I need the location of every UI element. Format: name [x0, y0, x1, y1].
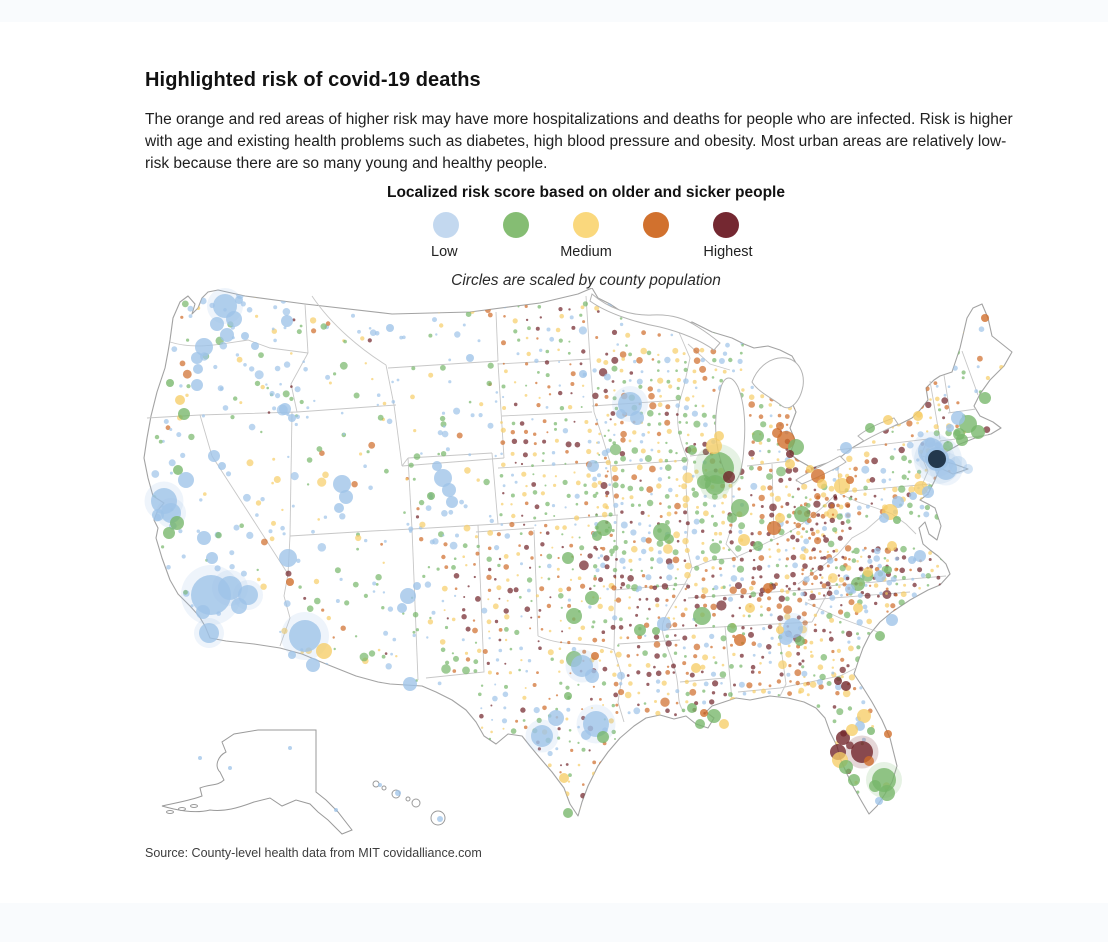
legend-label-low: Low [431, 244, 458, 260]
legend-swatches [433, 212, 739, 238]
legend-swatch-medium-icon [573, 212, 599, 238]
figure-description: The orange and red areas of higher risk … [145, 110, 1013, 172]
legend-swatch-low-icon [433, 212, 459, 238]
page-top-band [0, 0, 1108, 22]
legend: Localized risk score based on older and … [145, 184, 1027, 290]
legend-label-highest: Highest [703, 244, 753, 260]
source-note: Source: County-level health data from MI… [145, 846, 482, 860]
legend-title: Localized risk score based on older and … [387, 184, 785, 201]
legend-swatch-high-icon [643, 212, 669, 238]
legend-label-medium: Medium [560, 244, 612, 260]
us-county-risk-map [143, 288, 1013, 835]
legend-caption: Circles are scaled by county population [451, 272, 721, 289]
page-title: Highlighted risk of covid-19 deaths [145, 69, 481, 92]
page-bottom-band [0, 903, 1108, 942]
legend-labels: Low Medium Highest [431, 244, 753, 262]
legend-swatch-low-medium-icon [503, 212, 529, 238]
legend-swatch-highest-icon [713, 212, 739, 238]
